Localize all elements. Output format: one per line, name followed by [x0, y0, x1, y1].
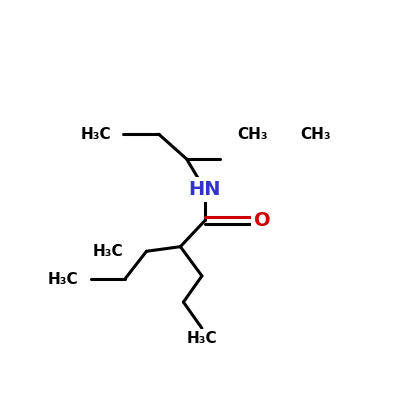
Text: O: O — [254, 211, 270, 230]
Text: H₃C: H₃C — [80, 127, 111, 142]
Text: H₃C: H₃C — [187, 331, 217, 346]
Text: H₃C: H₃C — [93, 244, 123, 259]
Text: HN: HN — [189, 180, 221, 199]
Text: CH₃: CH₃ — [237, 127, 268, 142]
Text: H₃C: H₃C — [48, 272, 79, 286]
Text: CH₃: CH₃ — [300, 127, 331, 142]
